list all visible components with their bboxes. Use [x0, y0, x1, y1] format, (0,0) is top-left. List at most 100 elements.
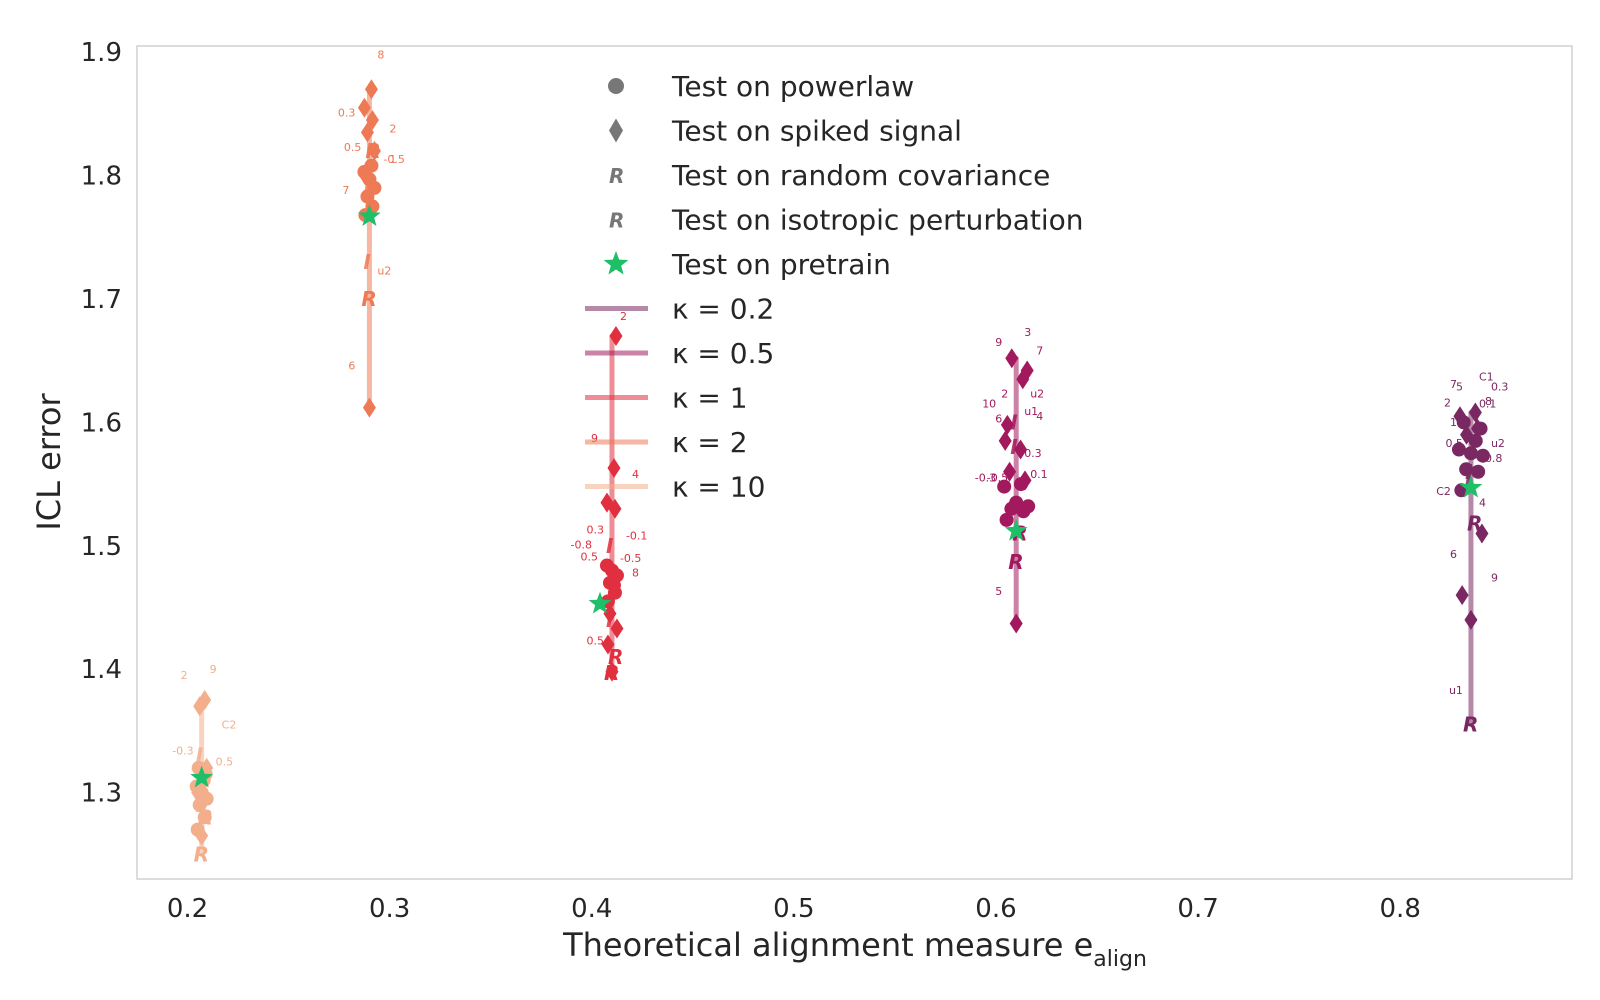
- point-label: 0.8: [1485, 452, 1503, 465]
- legend-star-icon: [603, 251, 629, 275]
- powerlaw-point: [606, 578, 621, 593]
- legend-label: Test on pretrain: [671, 248, 891, 281]
- spiked-point: [609, 326, 623, 347]
- point-label: u2: [377, 264, 391, 277]
- point-label: 6: [1450, 548, 1457, 561]
- point-label: 5: [995, 585, 1002, 598]
- point-label: 9: [995, 336, 1002, 349]
- spiked-point: [362, 397, 376, 418]
- isotropic-perturbation-point: I: [363, 250, 371, 274]
- spiked-point: [600, 492, 614, 513]
- point-label: 0.5: [580, 551, 598, 564]
- x-tick-label: 0.7: [1177, 894, 1218, 924]
- random-covariance-point: R: [608, 645, 623, 669]
- pretrain-point: [190, 765, 214, 788]
- powerlaw-point: [1459, 462, 1474, 477]
- legend-entry: κ = 2: [585, 426, 748, 459]
- pretrain-point: [358, 204, 381, 226]
- x-axis-title-main: Theoretical alignment measure e: [562, 926, 1093, 964]
- legend-circle-icon: [608, 78, 624, 94]
- legend-label: Test on isotropic perturbation: [671, 204, 1083, 237]
- point-label: u2: [1491, 437, 1505, 450]
- point-label: 9: [591, 432, 598, 445]
- y-tick-label: 1.6: [81, 408, 122, 438]
- y-tick-label: 1.7: [81, 285, 122, 315]
- point-label: 6: [995, 412, 1002, 425]
- point-label: 2: [1444, 396, 1451, 409]
- spiked-point: [367, 140, 381, 161]
- isotropic-perturbation-point: I: [1010, 435, 1018, 459]
- legend-label: κ = 10: [672, 471, 765, 504]
- point-label: -0.5: [383, 153, 404, 166]
- point-label: 0.5: [216, 755, 234, 768]
- spiked-point: [1455, 585, 1469, 606]
- x-axis-ticks: 0.2 0.3 0.4 0.5 0.6 0.7 0.8: [167, 894, 1421, 924]
- legend-entry: R Test on isotropic perturbation: [609, 204, 1083, 237]
- point-label: 5: [1456, 380, 1463, 393]
- legend-entry: κ = 0.2: [585, 293, 774, 326]
- pretrain-point: [1459, 475, 1483, 498]
- point-label: 1: [389, 153, 396, 166]
- point-label: 4: [1036, 410, 1043, 423]
- y-axis-title: ICL error: [30, 393, 68, 531]
- powerlaw-point: [190, 822, 205, 837]
- isotropic-perturbation-point: I: [606, 534, 614, 558]
- legend-label: κ = 1: [672, 382, 748, 415]
- isotropic-perturbation-point: I: [363, 176, 371, 200]
- random-covariance-point: R: [361, 287, 376, 311]
- spiked-point: [610, 618, 624, 639]
- isotropic-perturbation-point: I: [196, 793, 204, 817]
- legend-r-icon: R: [609, 209, 624, 233]
- point-label: 10: [982, 398, 996, 411]
- powerlaw-point: [197, 810, 212, 825]
- random-covariance-point: R: [1463, 713, 1478, 737]
- point-label: 0.5: [586, 635, 604, 648]
- point-label: -0.1: [626, 530, 647, 543]
- random-covariance-point: R: [1467, 512, 1482, 536]
- point-label: 0.5: [344, 141, 362, 154]
- point-label: 0.3: [1024, 447, 1042, 460]
- y-tick-label: 1.5: [81, 532, 122, 562]
- legend-label: Test on powerlaw: [671, 70, 914, 103]
- pretrain-point: [1004, 519, 1028, 541]
- spiked-point: [1475, 523, 1489, 544]
- spiked-point: [998, 430, 1012, 451]
- spiked-point: [1020, 360, 1034, 381]
- powerlaw-point: [1456, 415, 1471, 430]
- point-label: 0.5: [1445, 437, 1463, 450]
- point-label: C2: [1436, 485, 1451, 498]
- random-covariance-point: R: [198, 805, 213, 829]
- point-label: -0.3: [975, 472, 996, 485]
- point-label: 0.1: [1479, 398, 1497, 411]
- legend-diamond-icon: [609, 118, 623, 143]
- point-label: 2: [389, 122, 396, 135]
- powerlaw-point: [1473, 421, 1488, 436]
- point-label: 0.3: [586, 523, 604, 536]
- isotropic-perturbation-point: I: [1465, 466, 1473, 490]
- point-label: 2: [620, 310, 627, 323]
- spiked-point: [1014, 439, 1028, 460]
- point-label: 4: [1479, 496, 1486, 509]
- spiked-point: [601, 634, 615, 655]
- series-group: RRII3972u210u164-0.50.1-0.30.35: [975, 326, 1048, 634]
- point-label: 4: [632, 468, 639, 481]
- spiked-point: [603, 603, 617, 624]
- x-tick-label: 0.5: [773, 894, 814, 924]
- legend-label: Test on random covariance: [671, 159, 1050, 192]
- spiked-point: [1464, 609, 1478, 630]
- spiked-point: [1016, 369, 1030, 390]
- random-covariance-point: R: [1008, 550, 1023, 574]
- legend: Test on powerlaw Test on spiked signal R Te…: [585, 70, 1083, 504]
- spiked-point: [198, 690, 212, 711]
- point-label: 8: [632, 567, 639, 580]
- isotropic-perturbation-point: I: [1010, 410, 1018, 434]
- legend-entry: R Test on random covariance: [609, 159, 1050, 192]
- x-tick-label: 0.8: [1380, 894, 1421, 924]
- powerlaw-point: [997, 479, 1012, 494]
- spiked-point: [1005, 348, 1019, 369]
- x-tick-label: 0.6: [975, 894, 1016, 924]
- spiked-point: [365, 110, 379, 131]
- spiked-point: [607, 458, 621, 479]
